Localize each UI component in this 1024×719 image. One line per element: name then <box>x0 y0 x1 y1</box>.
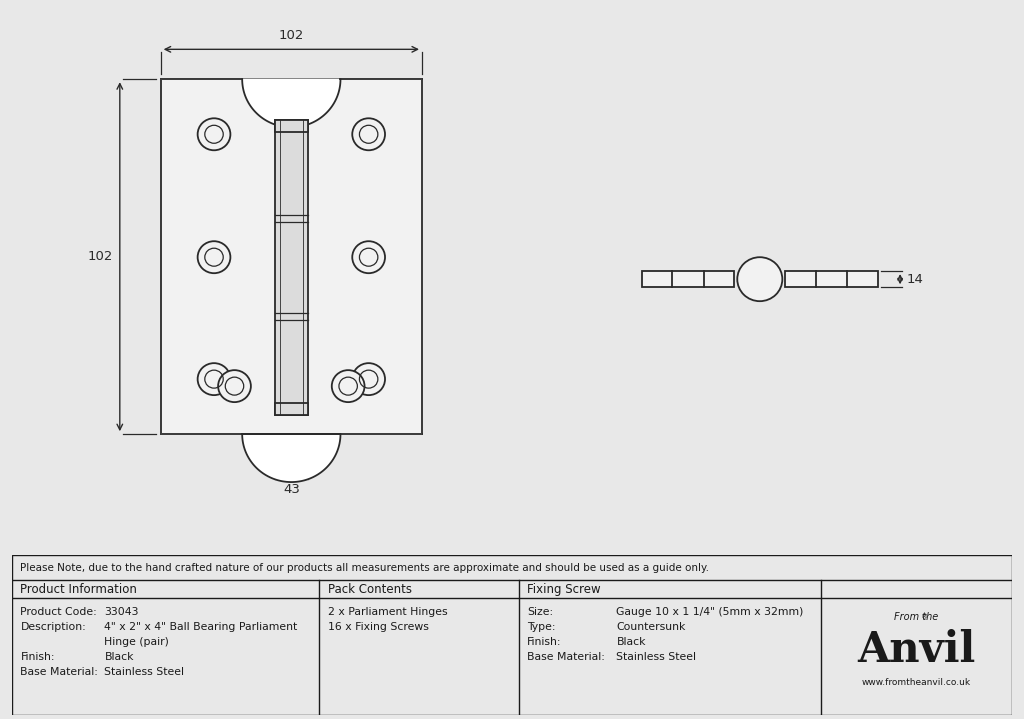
Bar <box>785 271 878 287</box>
Bar <box>642 271 734 287</box>
Text: From the: From the <box>894 612 939 622</box>
Text: Base Material:: Base Material: <box>527 652 605 662</box>
Text: 33043: 33043 <box>104 607 139 617</box>
Text: Finish:: Finish: <box>20 652 55 662</box>
Text: Hinge (pair): Hinge (pair) <box>104 637 169 647</box>
Text: Black: Black <box>104 652 134 662</box>
Text: 43: 43 <box>283 483 300 496</box>
Text: 14: 14 <box>906 273 923 285</box>
Circle shape <box>198 241 230 273</box>
Circle shape <box>332 370 365 402</box>
Circle shape <box>737 257 782 301</box>
Text: Size:: Size: <box>527 607 554 617</box>
Text: 102: 102 <box>279 29 304 42</box>
Text: 16 x Fixing Screws: 16 x Fixing Screws <box>328 622 429 632</box>
Text: Finish:: Finish: <box>527 637 562 647</box>
Circle shape <box>218 370 251 402</box>
Bar <box>274 403 307 415</box>
Circle shape <box>352 241 385 273</box>
Polygon shape <box>161 79 422 127</box>
Text: Stainless Steel: Stainless Steel <box>104 667 184 677</box>
Text: Type:: Type: <box>527 622 556 632</box>
Text: Anvil: Anvil <box>857 629 976 672</box>
Circle shape <box>198 363 230 395</box>
Text: Base Material:: Base Material: <box>20 667 98 677</box>
Text: Please Note, due to the hand crafted nature of our products all measurements are: Please Note, due to the hand crafted nat… <box>20 563 710 573</box>
Text: Description:: Description: <box>20 622 86 632</box>
Text: 102: 102 <box>87 250 113 263</box>
Polygon shape <box>161 434 422 482</box>
Text: Stainless Steel: Stainless Steel <box>616 652 696 662</box>
Text: Product Code:: Product Code: <box>20 607 97 617</box>
Text: www.fromtheanvil.co.uk: www.fromtheanvil.co.uk <box>862 678 971 687</box>
Text: Gauge 10 x 1 1/4" (5mm x 32mm): Gauge 10 x 1 1/4" (5mm x 32mm) <box>616 607 804 617</box>
Text: Countersunk: Countersunk <box>616 622 686 632</box>
Bar <box>274 120 307 132</box>
Bar <box>274 120 307 415</box>
Text: Fixing Screw: Fixing Screw <box>527 582 601 595</box>
Bar <box>161 79 422 434</box>
Circle shape <box>352 119 385 150</box>
Circle shape <box>198 119 230 150</box>
Text: ®: ® <box>922 614 928 620</box>
Text: 4" x 2" x 4" Ball Bearing Parliament: 4" x 2" x 4" Ball Bearing Parliament <box>104 622 298 632</box>
Text: Product Information: Product Information <box>20 582 137 595</box>
Text: 2 x Parliament Hinges: 2 x Parliament Hinges <box>328 607 447 617</box>
Text: Black: Black <box>616 637 646 647</box>
Circle shape <box>352 363 385 395</box>
Text: Pack Contents: Pack Contents <box>328 582 412 595</box>
